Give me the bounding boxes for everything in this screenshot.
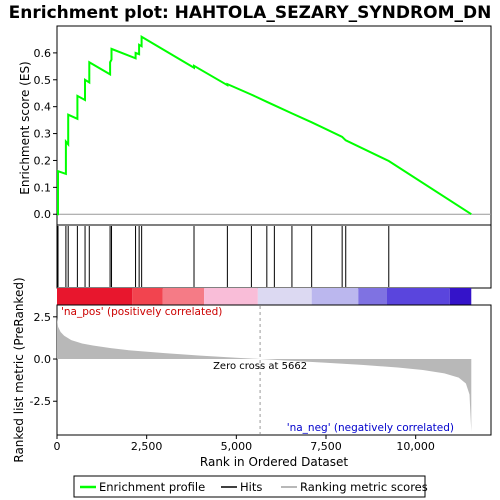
x-tick-label: 7,500 — [310, 440, 342, 453]
legend-enrichment-label: Enrichment profile — [99, 480, 205, 494]
legend: Enrichment profile Hits Ranking metric s… — [73, 475, 428, 498]
metric-y-tick-label: 0.0 — [34, 353, 52, 366]
metric-panel-frame — [56, 304, 492, 436]
chart-title: Enrichment plot: HAHTOLA_SEZARY_SYNDROM_… — [9, 3, 492, 23]
x-axis-label: Rank in Ordered Dataset — [200, 455, 348, 469]
x-tick-label: 0 — [54, 440, 61, 453]
x-tick-label: 10,000 — [396, 440, 435, 453]
heatmap-segment — [132, 288, 163, 305]
es-y-axis: 0.0 0.1 0.2 0.3 0.4 0.5 0.6 — [34, 47, 57, 221]
es-y-tick-label: 0.5 — [34, 74, 52, 87]
legend-metric-label: Ranking metric scores — [300, 480, 428, 494]
metric-y-tick-label: -2.5 — [30, 395, 51, 408]
es-y-tick-label: 0.2 — [34, 154, 52, 167]
enrichment-profile-line — [57, 35, 472, 216]
x-axis: 0 2,500 5,000 7,500 10,000 — [54, 435, 435, 453]
metric-panel: 2.5 0.0 -2.5 Zero cross at 5662 'na_pos' (… — [12, 277, 492, 463]
es-y-tick-label: 0.6 — [34, 47, 52, 60]
negative-correlation-label: 'na_neg' (negatively correlated) — [287, 422, 454, 434]
legend-hits-label: Hits — [240, 480, 262, 494]
hits-panel — [56, 224, 492, 289]
ranked-heatmap-bar — [57, 288, 472, 305]
heatmap-segment — [57, 288, 133, 305]
heatmap-segment — [204, 288, 258, 305]
zero-cross-label: Zero cross at 5662 — [213, 361, 307, 372]
es-y-tick-label: 0.0 — [34, 208, 52, 221]
es-y-tick-label: 0.1 — [34, 181, 52, 194]
es-y-tick-label: 0.3 — [34, 128, 52, 141]
heatmap-segment — [386, 288, 450, 305]
es-panel: 0.0 0.1 0.2 0.3 0.4 0.5 0.6 Enrichment score (… — [18, 25, 492, 226]
x-tick-label: 2,500 — [131, 440, 163, 453]
heatmap-segment — [162, 288, 205, 305]
heatmap-segment — [358, 288, 387, 305]
es-y-axis-label: Enrichment score (ES) — [18, 61, 32, 194]
metric-y-tick-label: 2.5 — [34, 311, 52, 324]
metric-y-axis-label: Ranked list metric (PreRanked) — [12, 277, 26, 462]
heatmap-segment — [257, 288, 312, 305]
heatmap-segment — [449, 288, 472, 305]
legend-box — [73, 475, 426, 498]
metric-y-axis: 2.5 0.0 -2.5 — [30, 311, 57, 408]
es-panel-frame — [56, 25, 492, 226]
x-tick-label: 5,000 — [221, 440, 253, 453]
hit-marks — [57, 226, 390, 287]
es-y-tick-label: 0.4 — [34, 101, 52, 114]
positive-correlation-label: 'na_pos' (positively correlated) — [61, 306, 222, 318]
heatmap-segment — [311, 288, 359, 305]
